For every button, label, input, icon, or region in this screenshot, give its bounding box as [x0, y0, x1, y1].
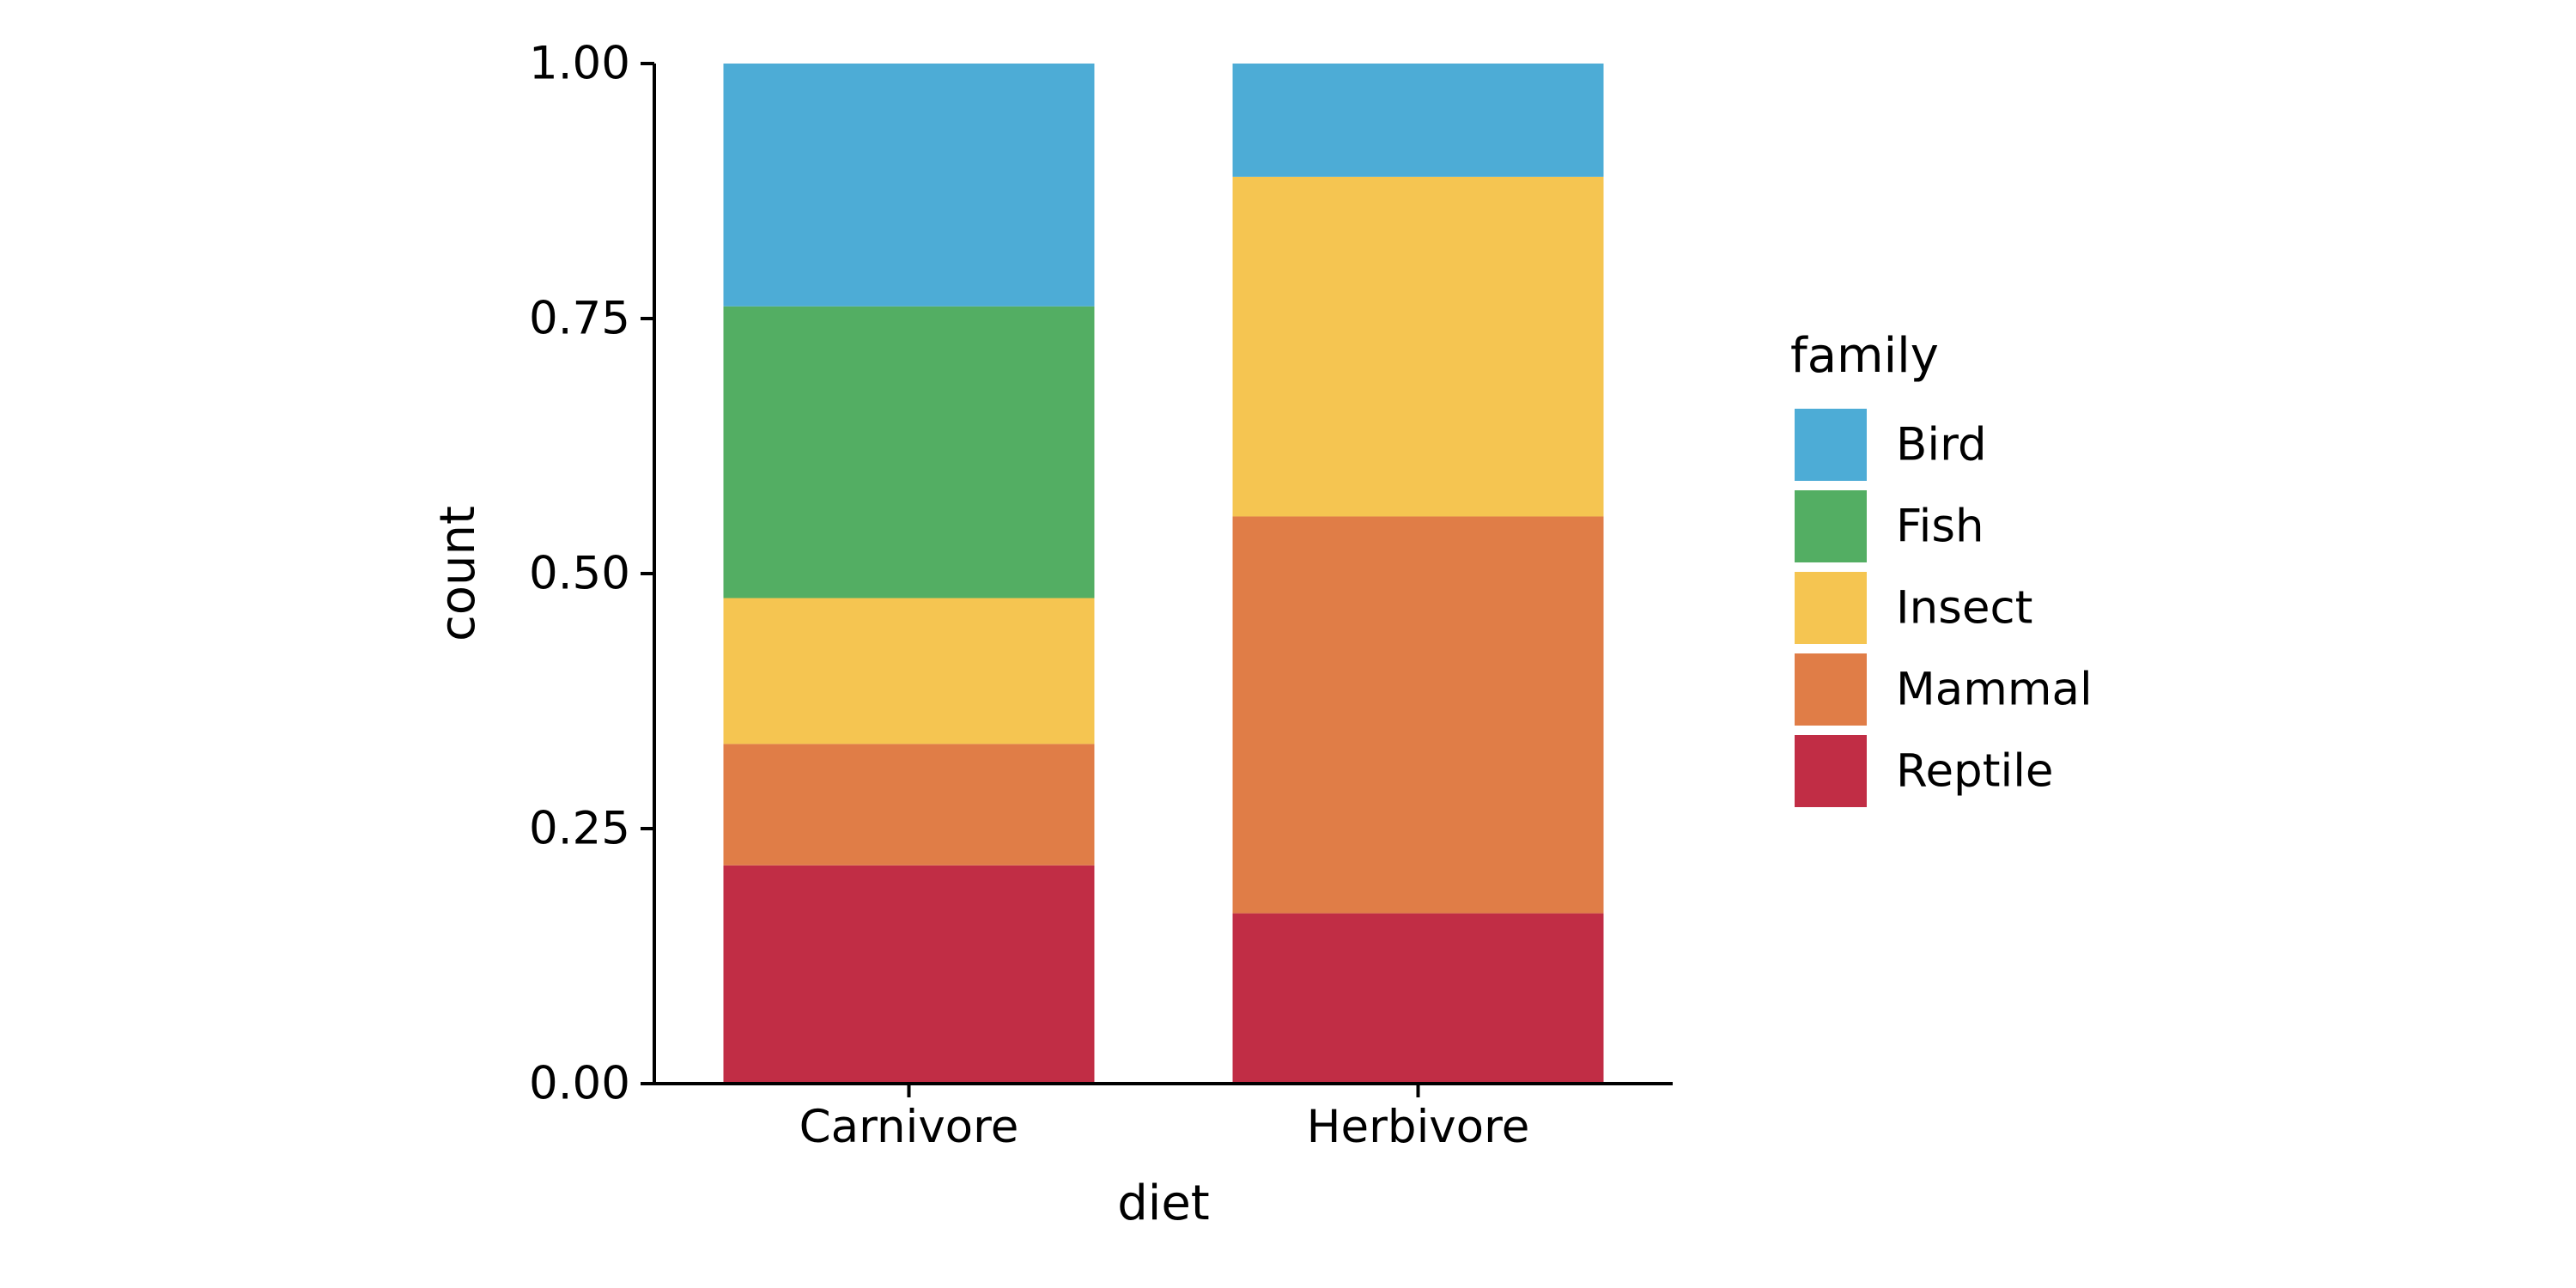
bar-segment-carnivore-bird	[723, 64, 1095, 307]
x-tick-label: Carnivore	[799, 1101, 1019, 1153]
x-axis-title: diet	[1117, 1176, 1210, 1231]
y-axis-title: count	[430, 506, 486, 641]
legend-label-mammal: Mammal	[1896, 664, 2093, 716]
bar-segment-herbivore-mammal	[1232, 516, 1604, 914]
legend-label-fish: Fish	[1896, 501, 1984, 553]
legend-swatch-mammal	[1795, 653, 1867, 726]
legend-label-insect: Insect	[1896, 582, 2032, 635]
legend: family Bird Fish Insect Mammal Reptile	[1790, 328, 2093, 807]
legend-swatch-reptile	[1795, 735, 1867, 807]
y-tick-label: 0.00	[529, 1058, 630, 1110]
legend-label-bird: Bird	[1896, 419, 1987, 471]
bar-segment-carnivore-reptile	[723, 865, 1095, 1084]
y-tick-label: 0.50	[529, 548, 630, 600]
bar-segment-carnivore-fish	[723, 306, 1095, 598]
legend-label-reptile: Reptile	[1896, 745, 2054, 798]
axes-layer: 0.00 0.25 0.50 0.75 1.00 Carnivore Herbivore	[529, 38, 1673, 1153]
legend-title: family	[1790, 328, 1939, 384]
bar-segment-carnivore-insect	[723, 598, 1095, 744]
legend-swatch-bird	[1795, 409, 1867, 481]
bar-segment-carnivore-mammal	[723, 744, 1095, 866]
legend-swatch-insect	[1795, 572, 1867, 644]
bars-layer	[723, 64, 1604, 1084]
y-tick-label: 0.75	[529, 293, 630, 345]
bar-segment-herbivore-insect	[1232, 176, 1604, 517]
legend-swatch-fish	[1795, 490, 1867, 562]
y-tick-label: 1.00	[529, 38, 630, 90]
x-tick-label: Herbivore	[1307, 1101, 1530, 1153]
bar-segment-herbivore-reptile	[1232, 913, 1604, 1084]
bar-segment-herbivore-bird	[1232, 64, 1604, 177]
y-tick-label: 0.25	[529, 803, 630, 855]
